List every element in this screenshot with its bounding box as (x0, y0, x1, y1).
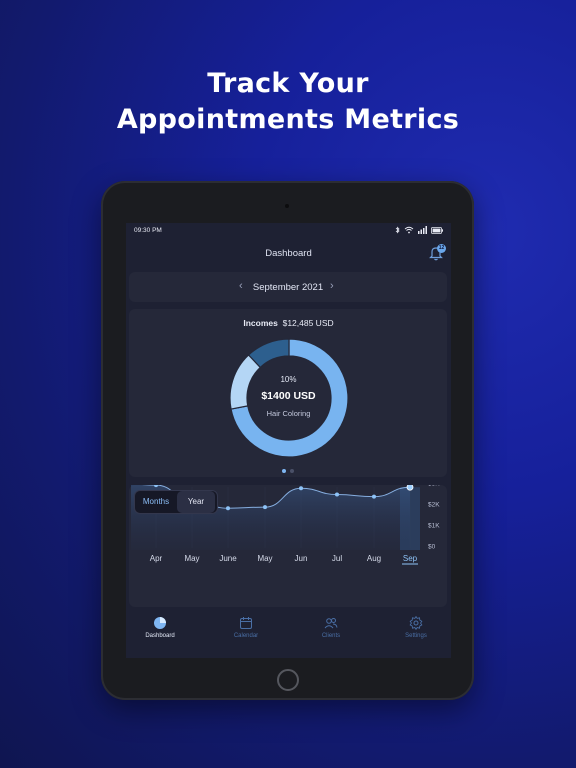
incomes-label: Incomes (243, 318, 278, 328)
tab-dashboard[interactable]: Dashboard (130, 616, 190, 639)
calendar-icon (240, 617, 252, 629)
x-tick-label[interactable]: Jul (332, 554, 342, 563)
tab-label: Clients (321, 633, 341, 639)
camera-icon (285, 204, 289, 208)
tab-clients[interactable]: Clients (301, 616, 361, 639)
wifi-icon (404, 226, 414, 234)
income-line-chart: $3.1K$4K$3K$2K$1K$0AprMayJuneMayJunJulAu… (131, 485, 440, 565)
home-button[interactable] (277, 669, 299, 691)
donut-center-amount: $1400 USD (261, 390, 316, 402)
headline-line-1: Track Your (207, 68, 369, 99)
users-icon (324, 618, 338, 629)
y-tick-label: $2K (428, 502, 440, 509)
battery-icon (431, 226, 443, 234)
data-point[interactable] (263, 505, 267, 510)
app-screen: 09:30 PM Dashboard 12 ‹ September 2021 ›… (126, 223, 451, 658)
toggle-months[interactable]: Months (142, 497, 170, 506)
signal-icon (418, 226, 427, 234)
data-point[interactable] (335, 492, 339, 497)
x-tick-label[interactable]: Jun (295, 554, 308, 563)
marketing-headline: Track Your Appointments Metrics (0, 66, 576, 138)
x-tick-label[interactable]: Sep (403, 554, 418, 563)
gear-icon (409, 616, 423, 630)
x-tick-label[interactable]: June (219, 554, 237, 563)
pager-dot[interactable] (290, 469, 294, 473)
notification-badge: 12 (437, 244, 446, 253)
pager-dot-active[interactable] (282, 469, 286, 473)
status-icons (395, 226, 443, 234)
donut-slice-2[interactable] (247, 338, 290, 369)
month-label: September 2021 (252, 282, 324, 293)
headline-line-2: Appointments Metrics (116, 104, 460, 135)
tab-label: Settings (405, 633, 427, 639)
x-tick-label[interactable]: Apr (150, 554, 163, 563)
x-tick-label[interactable]: Aug (367, 554, 381, 563)
tab-label: Calendar (233, 633, 259, 639)
data-point[interactable] (406, 485, 414, 491)
period-toggle: Months Year (134, 490, 218, 514)
toggle-year[interactable]: Year (177, 491, 215, 513)
tab-bar (126, 611, 451, 658)
status-time: 09:30 PM (134, 227, 162, 234)
data-point[interactable] (154, 485, 158, 488)
y-tick-label: $1K (428, 523, 440, 530)
data-point[interactable] (226, 506, 230, 511)
data-point[interactable] (299, 486, 303, 491)
status-bar: 09:30 PM (126, 223, 451, 239)
x-tick-label[interactable]: May (184, 554, 199, 563)
pie-chart-icon (154, 617, 166, 629)
incomes-value: $12,485 USD (282, 318, 334, 328)
chevron-left-icon[interactable]: ‹ (239, 280, 243, 292)
income-donut-chart[interactable] (227, 336, 351, 460)
donut-center-label: Hair Coloring (266, 409, 311, 418)
y-tick-label: $0 (428, 544, 436, 551)
x-tick-label[interactable]: May (257, 554, 272, 563)
data-point[interactable] (372, 494, 376, 499)
series-area (131, 485, 410, 550)
tab-settings[interactable]: Settings (386, 616, 446, 639)
incomes-summary: Incomes $12,485 USD (126, 318, 451, 328)
donut-center-percent: 10% (280, 375, 297, 384)
chevron-right-icon[interactable]: › (330, 280, 334, 292)
tab-calendar[interactable]: Calendar (216, 616, 276, 639)
page-title: Dashboard (265, 248, 312, 259)
y-tick-label: $3K (428, 485, 440, 488)
bluetooth-icon (395, 226, 400, 234)
donut-slice-0[interactable] (230, 338, 349, 458)
tab-label: Dashboard (145, 633, 175, 639)
month-selector: ‹ September 2021 › (129, 272, 447, 302)
